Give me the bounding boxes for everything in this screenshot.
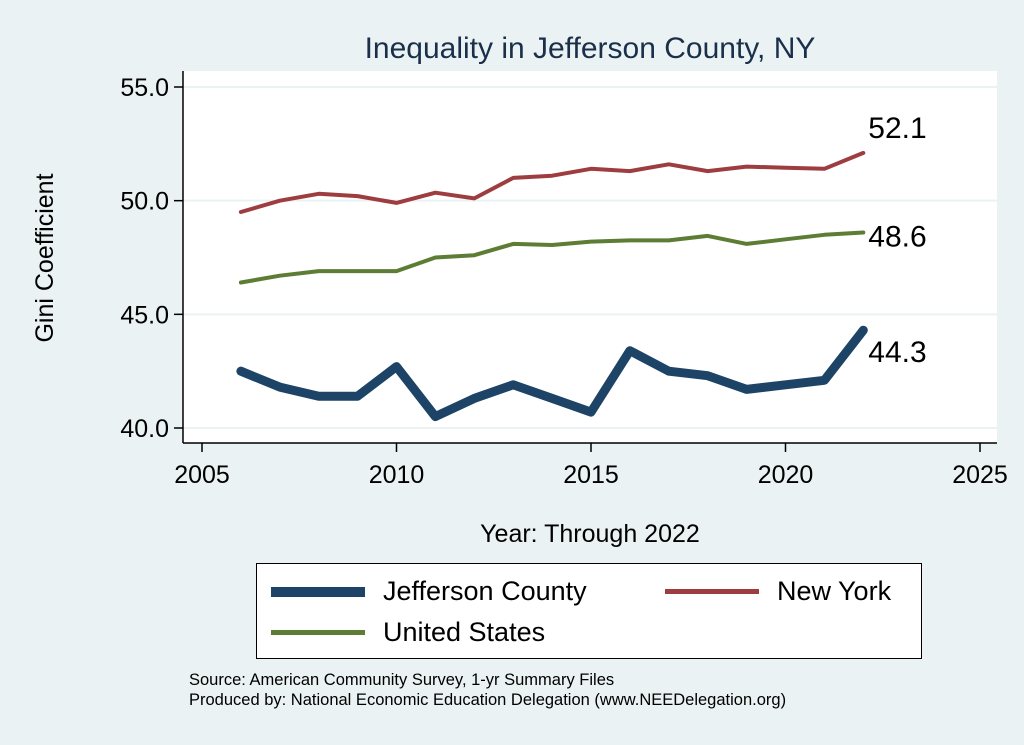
legend-item-jefferson-county: Jefferson County xyxy=(271,576,587,607)
end-label-jefferson-county: 44.3 xyxy=(868,336,926,369)
y-tick-label: 50.0 xyxy=(120,188,169,216)
x-tick-label: 2025 xyxy=(952,461,1008,489)
legend-swatch-new-york xyxy=(665,589,759,594)
legend-label-united-states: United States xyxy=(383,617,546,647)
legend-swatch-jefferson-county xyxy=(271,586,365,597)
chart-title: Inequality in Jefferson County, NY xyxy=(365,32,816,65)
end-labels: 52.1 48.6 44.3 xyxy=(868,112,926,369)
legend-label-new-york: New York xyxy=(777,576,892,606)
plot-area xyxy=(183,71,997,443)
y-tick-label: 45.0 xyxy=(120,301,169,329)
grid-lines xyxy=(183,86,997,429)
legend-label-jefferson-county: Jefferson County xyxy=(383,576,587,606)
series-lines xyxy=(236,150,868,422)
source-note: Source: American Community Survey, 1-yr … xyxy=(189,671,615,689)
x-tick-label: 2015 xyxy=(563,461,619,489)
legend-item-united-states: United States xyxy=(271,617,545,648)
x-tick-label: 2005 xyxy=(174,461,230,489)
legend-item-new-york: New York xyxy=(665,576,891,607)
y-tick-label: 40.0 xyxy=(120,415,169,443)
chart-legend: Jefferson County New York United States xyxy=(256,563,922,659)
y-tick-label: 55.0 xyxy=(120,74,169,102)
end-label-new-york: 52.1 xyxy=(868,112,926,145)
series-line-jefferson-county xyxy=(236,325,868,422)
x-tick-label: 2020 xyxy=(758,461,814,489)
axes: 40.0 45.0 50.0 55.0 2005 2010 2015 2020 2025 xyxy=(120,71,1008,489)
x-tick-label: 2010 xyxy=(369,461,425,489)
y-axis-title: Gini Coefficient xyxy=(31,173,59,342)
x-axis-title: Year: Through 2022 xyxy=(480,520,700,548)
series-line-new-york xyxy=(238,150,866,214)
legend-swatch-united-states xyxy=(271,630,365,635)
series-line-united-states xyxy=(238,230,866,285)
end-label-united-states: 48.6 xyxy=(868,220,926,253)
producer-note: Produced by: National Economic Education… xyxy=(189,691,787,709)
